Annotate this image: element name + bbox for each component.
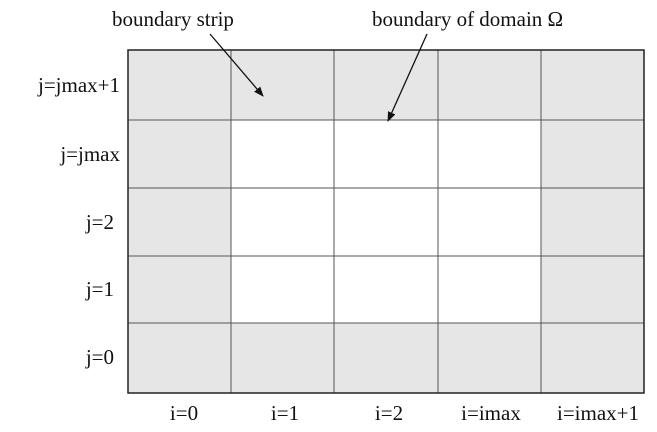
boundary-strip-bottom [128,323,644,393]
boundary-strip [128,50,644,393]
outer-border [127,49,645,394]
row-labels: j=jmax+1 j=jmax j=2 j=1 j=0 [37,73,121,369]
boundary-strip-label: boundary strip [112,7,234,31]
column-label-i1: i=1 [271,401,299,425]
row-label-jmax-plus-1: j=jmax+1 [37,73,120,97]
row-label-j1: j=1 [85,277,114,301]
column-label-imax-plus-1: i=imax+1 [557,401,639,425]
boundary-strip-right [541,120,644,323]
column-label-imax: i=imax [461,401,521,425]
grid-lines [128,50,644,393]
boundary-domain-label: boundary of domain Ω [372,7,563,31]
boundary-domain-arrow [387,33,428,122]
row-label-j0: j=0 [85,345,114,369]
row-label-jmax: j=jmax [59,142,120,166]
interior-domain [231,120,541,323]
boundary-strip-left [128,120,231,323]
boundary-strip-top [128,50,644,120]
column-labels: i=0 i=1 i=2 i=imax i=imax+1 [170,401,639,425]
column-label-i2: i=2 [375,401,403,425]
boundary-strip-arrow [209,33,264,97]
row-label-j2: j=2 [85,210,114,234]
column-label-i0: i=0 [170,401,198,425]
